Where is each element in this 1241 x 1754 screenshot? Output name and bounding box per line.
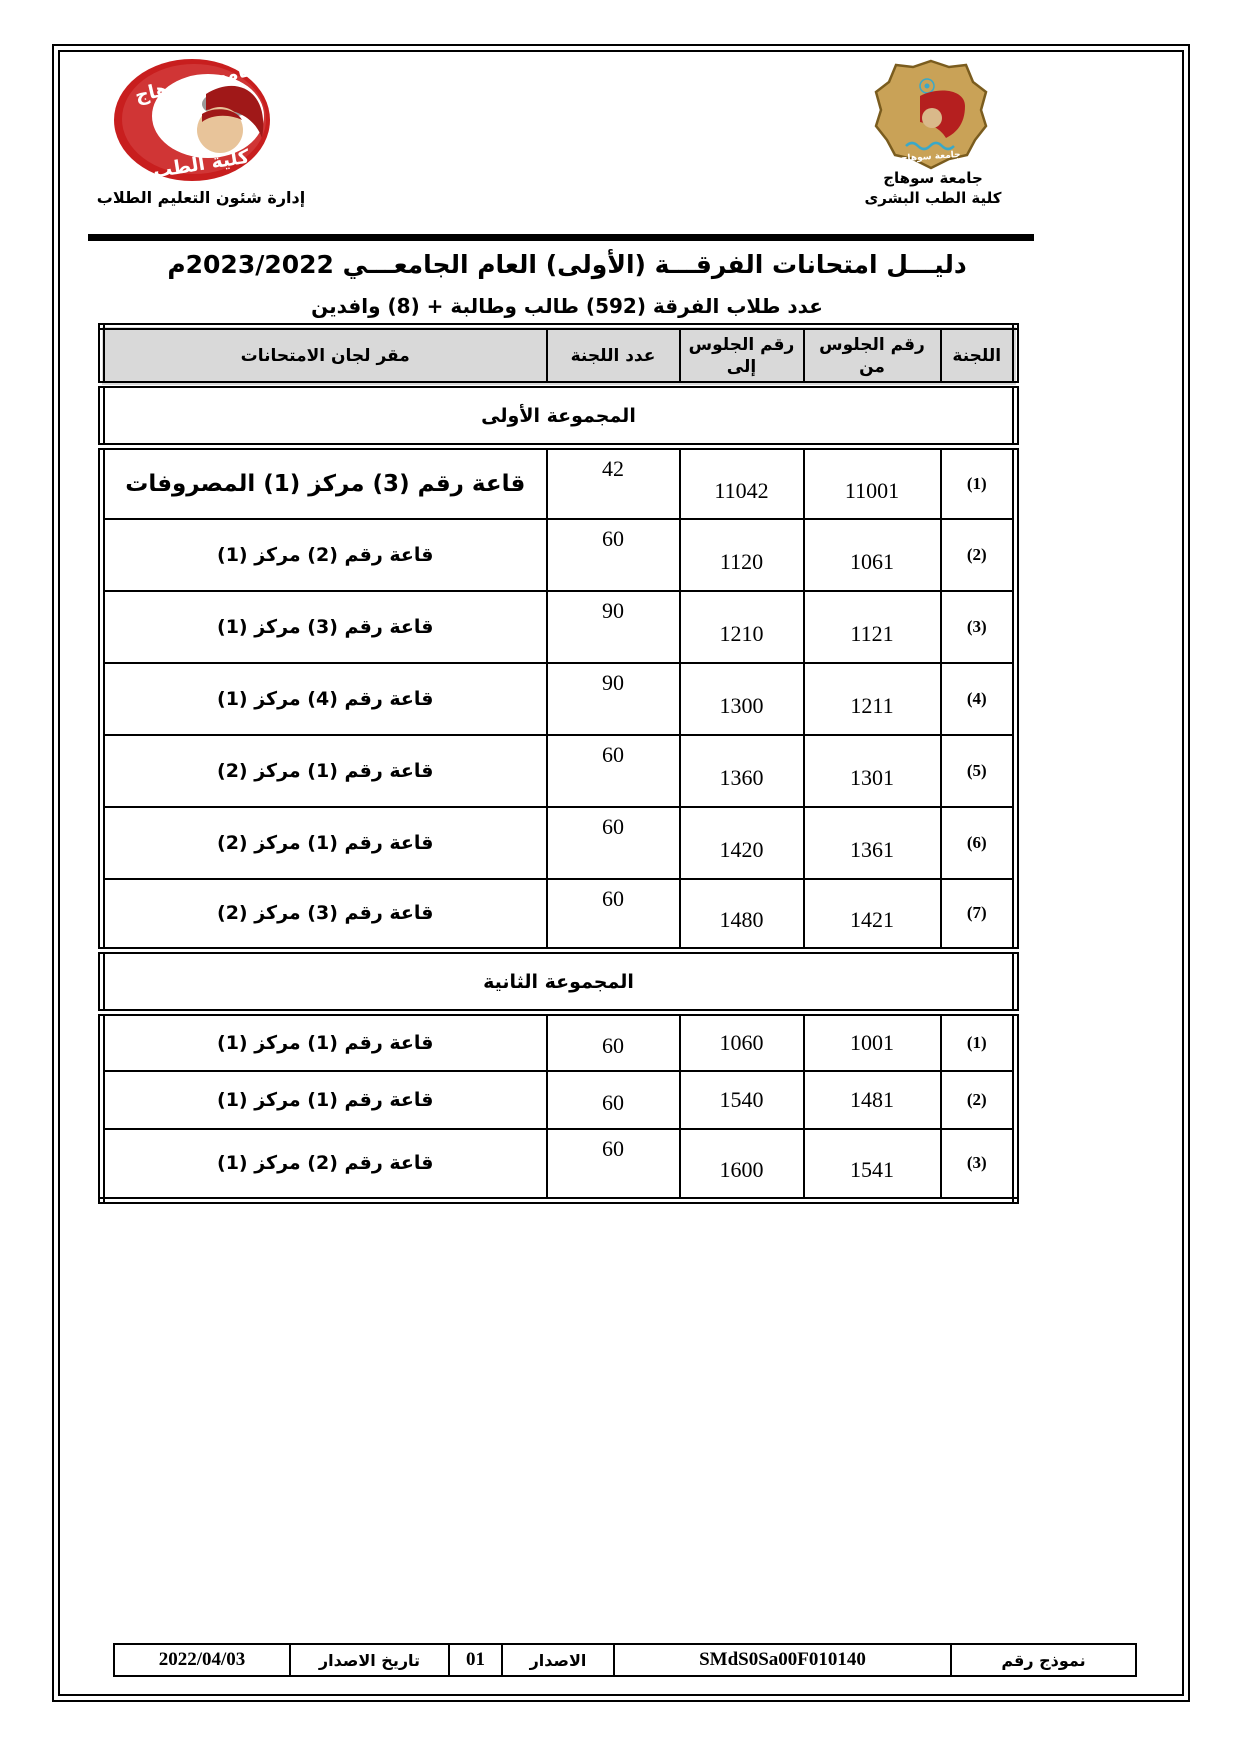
page-subtitle: عدد طلاب الفرقة (592) طالب وطالبة + (8) …	[311, 294, 823, 318]
crescent-faculty-logo-icon: جامعة سوهاج كلية الطب	[114, 57, 270, 183]
committee-count-value: 60	[545, 1127, 681, 1202]
version-value: 01	[448, 1643, 503, 1677]
table-row: (3) 1541 1600 60 قاعة رقم (2) مركز (1)	[100, 1127, 1017, 1202]
committee-number: (4)	[939, 661, 1017, 736]
seat-from-value: 1001	[802, 1011, 942, 1072]
shield-logo-banner-text: جامعة سوهاج	[901, 150, 961, 164]
seat-from-value: 1361	[802, 805, 942, 880]
committee-count-value: 60	[545, 1069, 681, 1130]
committee-count-value: 90	[545, 661, 681, 736]
committee-number: (1)	[939, 1011, 1017, 1072]
seat-to-value: 1300	[678, 661, 805, 736]
committee-count-value: 60	[545, 1011, 681, 1072]
seat-to-value: 1210	[678, 589, 805, 664]
table-row: (5) 1301 1360 60 قاعة رقم (1) مركز (2)	[100, 733, 1017, 808]
committee-location: قاعة رقم (2) مركز (1)	[100, 517, 548, 592]
group-title-row: المجموعة الثانية	[100, 947, 1017, 1016]
page-border-inner	[58, 50, 1184, 1696]
committee-count-value: 90	[545, 589, 681, 664]
seat-to-value: 1360	[678, 733, 805, 808]
committee-location: قاعة رقم (3) مركز (1) المصروفات	[100, 445, 548, 520]
form-number-value: SMdS0Sa00F010140	[613, 1643, 952, 1677]
issue-date-value: 2022/04/03	[113, 1643, 291, 1677]
table-row: (4) 1211 1300 90 قاعة رقم (4) مركز (1)	[100, 661, 1017, 736]
seat-from-value: 11001	[802, 445, 942, 520]
seat-from-line1: رقم الجلوس	[819, 334, 925, 355]
committee-number: (3)	[939, 1127, 1017, 1202]
committee-count-value: 42	[545, 445, 681, 520]
committee-count-value: 60	[545, 733, 681, 808]
seat-to-value: 1120	[678, 517, 805, 592]
committee-count-value: 60	[545, 877, 681, 952]
right-caption-line2: كلية الطب البشرى	[864, 189, 1002, 207]
group-title-row: المجموعة الأولى	[100, 381, 1017, 450]
committee-location: قاعة رقم (1) مركز (2)	[100, 733, 548, 808]
right-caption-line1: جامعة سوهاج	[883, 169, 983, 187]
university-shield-logo-icon: جامعة سوهاج	[874, 59, 988, 170]
right-university-caption: جامعة سوهاج كلية الطب البشرى	[858, 168, 1008, 208]
committee-number: (1)	[939, 445, 1017, 520]
exam-committees-table: اللجنة رقم الجلوس من رقم الجلوس إلى عدد …	[98, 323, 1019, 1204]
table-row: (1) 1001 1060 60 قاعة رقم (1) مركز (1)	[100, 1011, 1017, 1072]
seat-from-value: 1541	[802, 1127, 942, 1202]
col-header-count: عدد اللجنة	[545, 325, 681, 388]
seat-from-line2: من	[859, 356, 885, 377]
col-header-seat-to: رقم الجلوس إلى	[678, 325, 805, 388]
page-title: دليـــل امتحانات الفرقـــة (الأولى) العا…	[167, 250, 967, 279]
committee-location: قاعة رقم (1) مركز (1)	[100, 1011, 548, 1072]
form-info-row: نموذج رقم SMdS0Sa00F010140 الاصدار 01 تا…	[113, 1643, 1137, 1677]
table-row: (6) 1361 1420 60 قاعة رقم (1) مركز (2)	[100, 805, 1017, 880]
seat-from-value: 1121	[802, 589, 942, 664]
table-row: (2) 1481 1540 60 قاعة رقم (1) مركز (1)	[100, 1069, 1017, 1130]
seat-to-value: 11042	[678, 445, 805, 520]
version-label: الاصدار	[501, 1643, 615, 1677]
seat-to-value: 1480	[678, 877, 805, 952]
col-header-location: مقر لجان الامتحانات	[100, 325, 548, 388]
seat-to-value: 1600	[678, 1127, 805, 1202]
seat-from-value: 1061	[802, 517, 942, 592]
header-divider-rule	[88, 234, 1034, 241]
committee-count-value: 60	[545, 805, 681, 880]
seat-to-value: 1420	[678, 805, 805, 880]
seat-to-line2: إلى	[726, 356, 757, 377]
committee-number: (2)	[939, 517, 1017, 592]
committee-number: (2)	[939, 1069, 1017, 1130]
table-row: (7) 1421 1480 60 قاعة رقم (3) مركز (2)	[100, 877, 1017, 952]
table-row: (2) 1061 1120 60 قاعة رقم (2) مركز (1)	[100, 517, 1017, 592]
seat-to-line1: رقم الجلوس	[688, 334, 795, 355]
committee-location: قاعة رقم (3) مركز (1)	[100, 589, 548, 664]
table-header: اللجنة رقم الجلوس من رقم الجلوس إلى عدد …	[100, 325, 1017, 388]
seat-from-value: 1421	[802, 877, 942, 952]
seat-to-value: 1060	[678, 1011, 805, 1072]
group-2-title: المجموعة الثانية	[100, 947, 1017, 1016]
group-1-title: المجموعة الأولى	[100, 381, 1017, 450]
page-border-outer	[52, 44, 1190, 1702]
committee-location: قاعة رقم (1) مركز (1)	[100, 1069, 548, 1130]
seat-to-value: 1540	[678, 1069, 805, 1130]
header-row: اللجنة رقم الجلوس من رقم الجلوس إلى عدد …	[100, 325, 1017, 388]
table-row: (1) 11001 11042 42 قاعة رقم (3) مركز (1)…	[100, 445, 1017, 520]
committee-number: (7)	[939, 877, 1017, 952]
left-department-caption: إدارة شئون التعليم الطلاب	[96, 188, 306, 207]
form-info-table: نموذج رقم SMdS0Sa00F010140 الاصدار 01 تا…	[113, 1643, 1137, 1677]
issue-date-label: تاريخ الاصدار	[289, 1643, 450, 1677]
seat-from-value: 1481	[802, 1069, 942, 1130]
col-header-seat-from: رقم الجلوس من	[802, 325, 942, 388]
committee-location: قاعة رقم (4) مركز (1)	[100, 661, 548, 736]
committee-number: (6)	[939, 805, 1017, 880]
col-header-committee: اللجنة	[939, 325, 1017, 388]
form-number-label: نموذج رقم	[950, 1643, 1137, 1677]
table-row: (3) 1121 1210 90 قاعة رقم (3) مركز (1)	[100, 589, 1017, 664]
committee-location: قاعة رقم (3) مركز (2)	[100, 877, 548, 952]
seat-from-value: 1211	[802, 661, 942, 736]
committee-number: (5)	[939, 733, 1017, 808]
committee-location: قاعة رقم (1) مركز (2)	[100, 805, 548, 880]
committee-location: قاعة رقم (2) مركز (1)	[100, 1127, 548, 1202]
committee-number: (3)	[939, 589, 1017, 664]
committee-count-value: 60	[545, 517, 681, 592]
seat-from-value: 1301	[802, 733, 942, 808]
